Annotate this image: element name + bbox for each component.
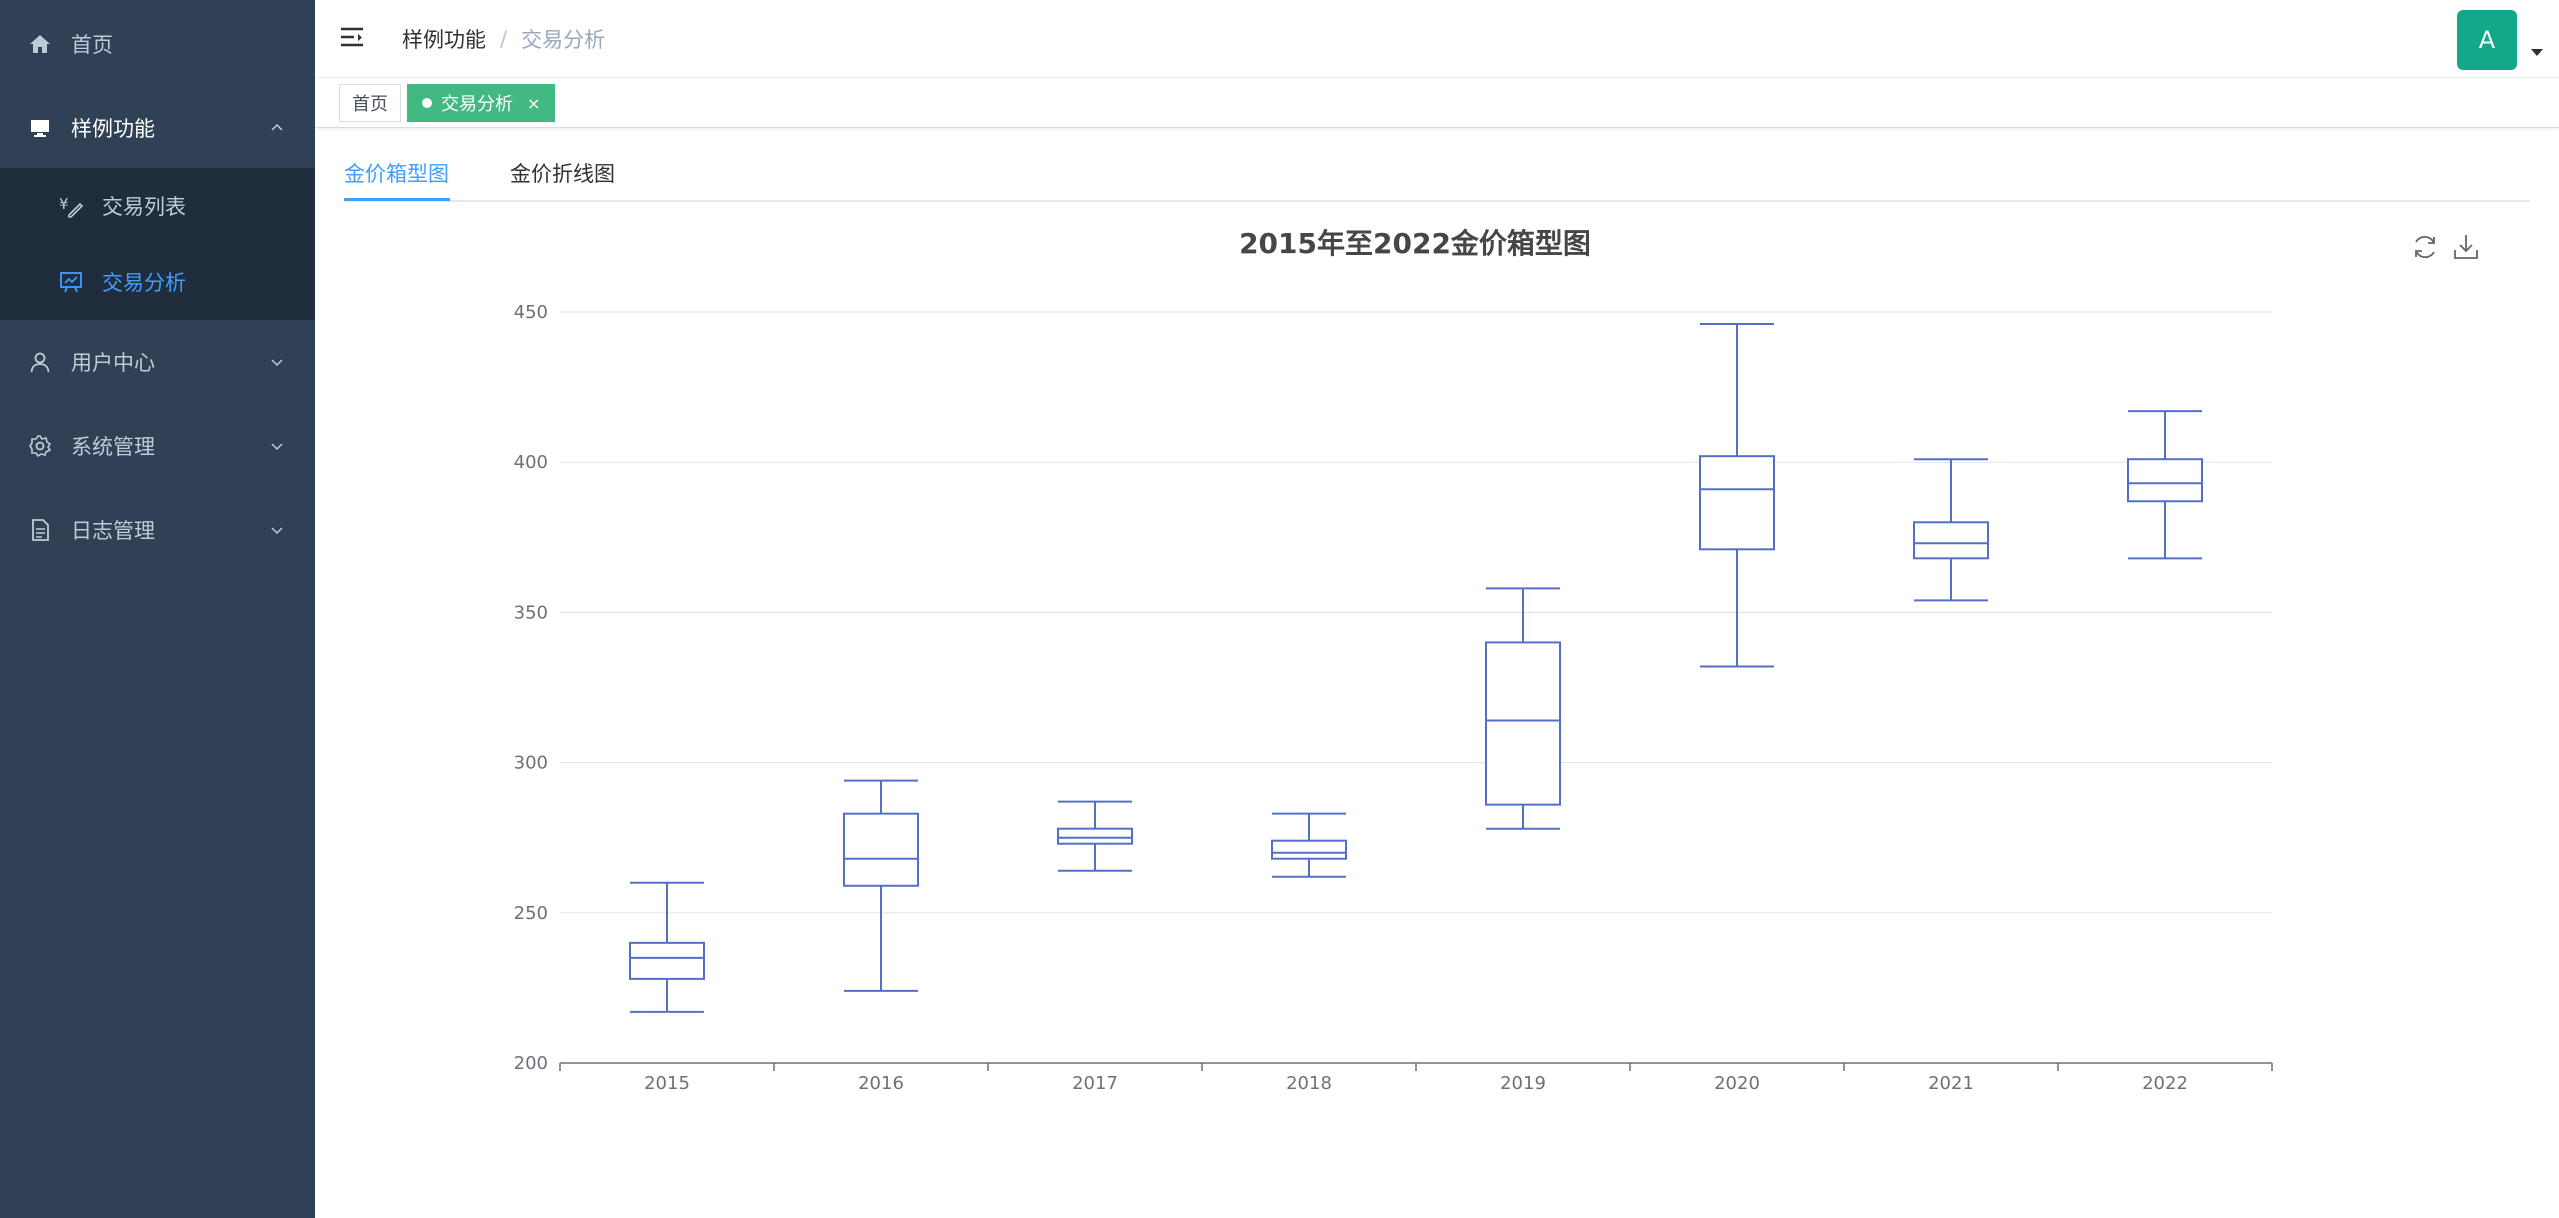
gear-icon [27, 433, 53, 459]
sidebar-subitem-transaction-analysis[interactable]: 交易分析 [0, 244, 315, 320]
submenu: ¥ 交易列表 交易分析 [0, 168, 315, 320]
sidebar-subitem-transaction-list[interactable]: ¥ 交易列表 [0, 168, 315, 244]
monitor-icon [27, 115, 53, 141]
avatar[interactable]: A [2457, 10, 2517, 70]
active-dot-icon [422, 98, 432, 108]
y-tick-label: 250 [514, 903, 548, 924]
breadcrumb-separator: / [500, 27, 508, 51]
home-icon [27, 31, 53, 57]
y-tick-label: 300 [514, 753, 548, 774]
y-tick-label: 350 [514, 602, 548, 623]
hamburger-icon[interactable] [339, 24, 367, 52]
x-tick-label: 2015 [644, 1073, 690, 1094]
sidebar-item-label: 用户中心 [71, 351, 155, 375]
box [1271, 839, 1347, 860]
navbar: 样例功能 / 交易分析 [315, 0, 2559, 78]
sidebar-item-logs[interactable]: 日志管理 [0, 512, 315, 548]
document-icon [27, 517, 53, 543]
sidebar-item-system[interactable]: 系统管理 [0, 428, 315, 464]
download-icon[interactable] [2451, 232, 2481, 262]
x-tick-label: 2022 [2142, 1073, 2188, 1094]
box [629, 941, 705, 980]
sidebar: 首页 样例功能 ¥ 交易列表 交易分析 用户中心 [0, 0, 315, 1218]
box [1057, 827, 1133, 845]
svg-text:¥: ¥ [59, 195, 69, 213]
x-tick-label: 2016 [858, 1073, 904, 1094]
sidebar-item-label: 样例功能 [71, 117, 155, 141]
x-tick-label: 2019 [1500, 1073, 1546, 1094]
breadcrumb-item[interactable]: 样例功能 [402, 28, 486, 52]
y-tick-label: 200 [514, 1053, 548, 1074]
chevron-down-icon [269, 354, 285, 370]
refresh-icon[interactable] [2410, 232, 2440, 262]
sidebar-item-user-center[interactable]: 用户中心 [0, 344, 315, 380]
x-tick-label: 2018 [1286, 1073, 1332, 1094]
box [1699, 455, 1775, 551]
sidebar-item-label: 系统管理 [71, 435, 155, 459]
tags-view: 首页 交易分析 × [315, 78, 2559, 128]
tag-label: 首页 [352, 94, 388, 115]
box [843, 812, 919, 887]
chart-title: 2015年至2022金价箱型图 [1239, 227, 1591, 260]
user-icon [27, 349, 53, 375]
chevron-down-icon [269, 522, 285, 538]
y-tick-label: 450 [514, 302, 548, 323]
sidebar-subitem-label: 交易分析 [102, 271, 186, 295]
sidebar-item-label: 首页 [71, 33, 113, 57]
tag-home[interactable]: 首页 [339, 84, 401, 122]
box [1913, 521, 1989, 560]
x-tick-label: 2017 [1072, 1073, 1118, 1094]
sidebar-item-label: 日志管理 [71, 519, 155, 543]
sidebar-item-examples[interactable]: 样例功能 [0, 110, 315, 146]
presentation-icon [58, 269, 84, 295]
x-tick-label: 2021 [1928, 1073, 1974, 1094]
breadcrumb: 样例功能 / 交易分析 [402, 24, 605, 54]
box [2127, 458, 2203, 503]
x-tick-label: 2020 [1714, 1073, 1760, 1094]
tab-line-chart[interactable]: 金价折线图 [510, 162, 615, 186]
tag-transaction-analysis[interactable]: 交易分析 × [407, 84, 556, 122]
breadcrumb-current: 交易分析 [521, 28, 606, 52]
chevron-down-icon [269, 438, 285, 454]
tab-active-indicator [344, 198, 450, 201]
chevron-up-icon [269, 120, 285, 136]
sidebar-subitem-label: 交易列表 [102, 195, 186, 219]
yen-edit-icon: ¥ [58, 193, 84, 219]
y-tick-label: 400 [514, 452, 548, 473]
tag-label: 交易分析 [441, 94, 513, 115]
box [1485, 641, 1561, 806]
caret-down-icon[interactable] [2531, 49, 2543, 56]
sidebar-item-home[interactable]: 首页 [0, 26, 315, 62]
close-icon[interactable]: × [527, 93, 541, 113]
chart-tabs: 金价箱型图 金价折线图 [344, 150, 2530, 202]
tab-boxplot[interactable]: 金价箱型图 [344, 162, 449, 186]
